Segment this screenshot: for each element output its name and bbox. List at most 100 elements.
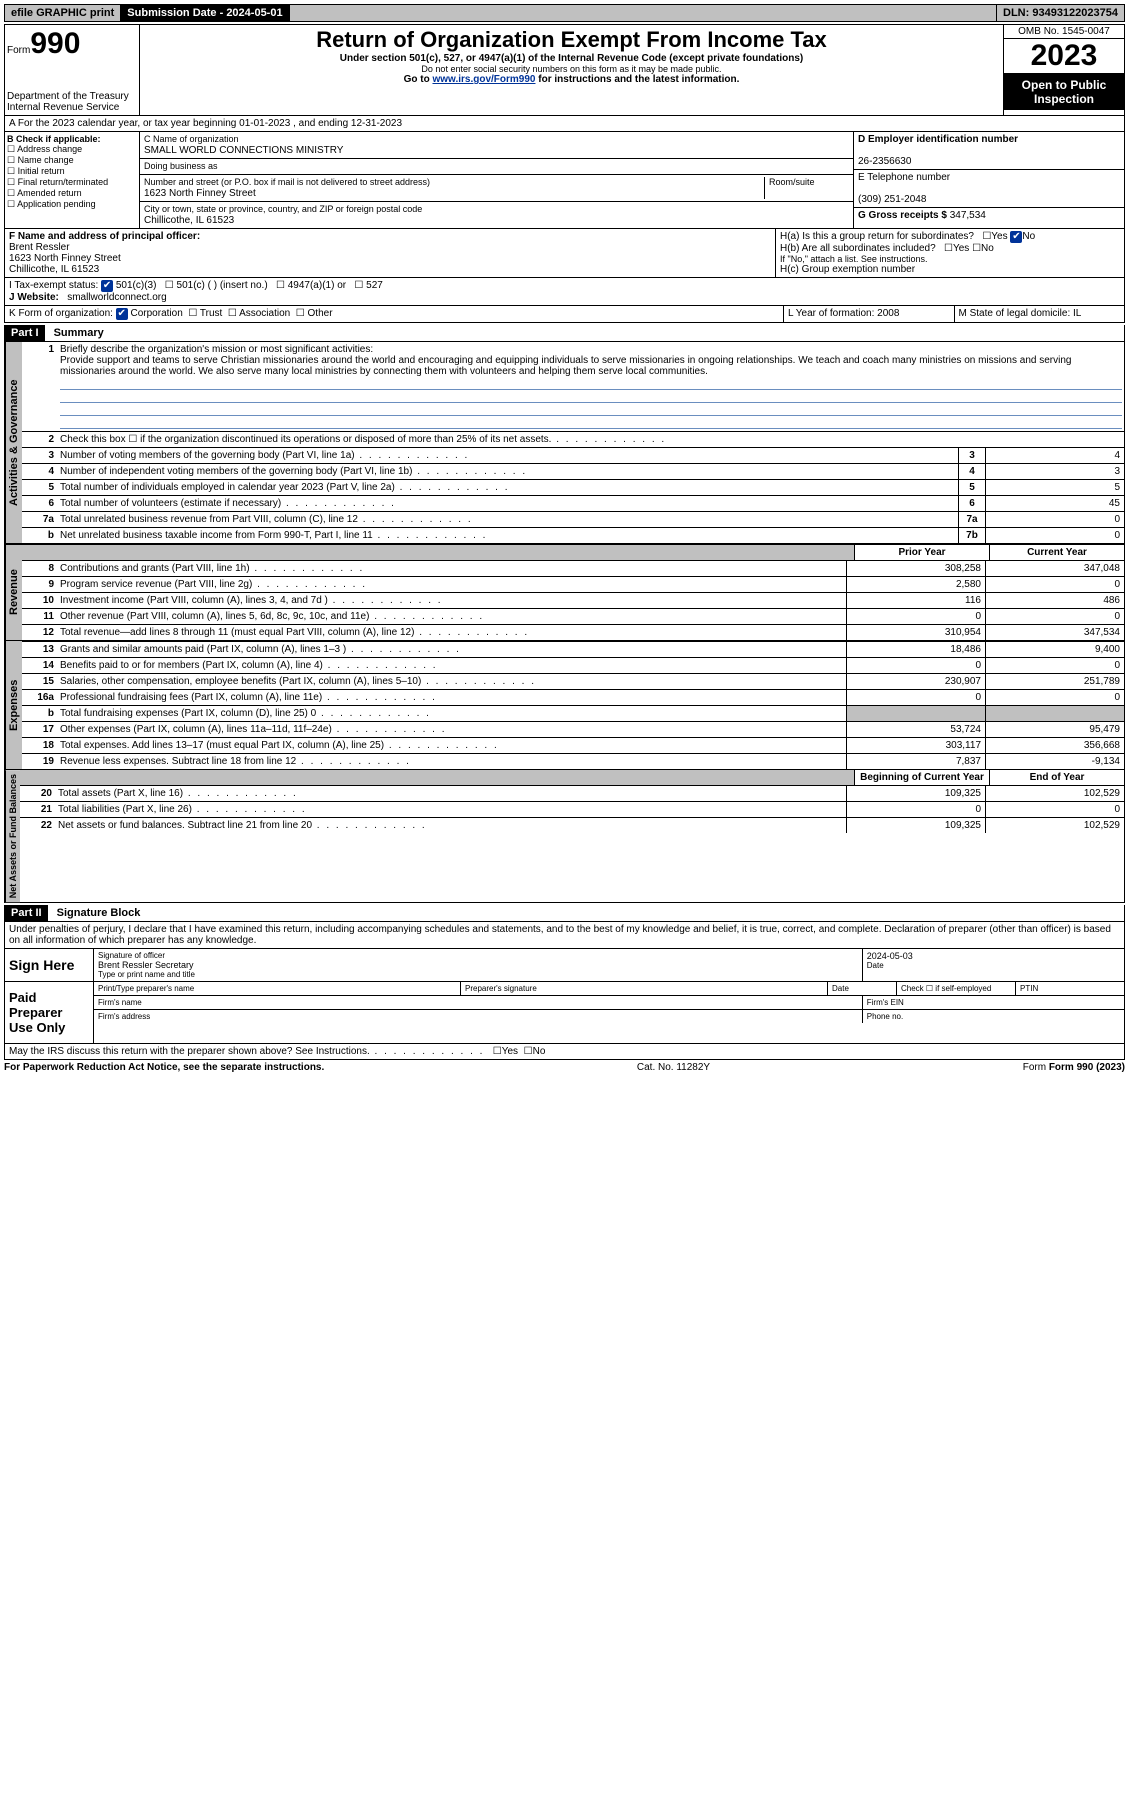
data-line: 14Benefits paid to or for members (Part … xyxy=(22,657,1124,673)
k-label: K Form of organization: xyxy=(9,308,113,319)
hdr-prior-year: Prior Year xyxy=(854,545,989,560)
submission-date: Submission Date - 2024-05-01 xyxy=(121,5,289,21)
street-address: 1623 North Finney Street xyxy=(144,188,256,199)
sig-officer-label: Signature of officer xyxy=(98,951,858,960)
paid-preparer-label: Paid Preparer Use Only xyxy=(5,982,94,1043)
gov-line: 7aTotal unrelated business revenue from … xyxy=(22,511,1124,527)
prep-date-label: Date xyxy=(832,984,892,993)
check-pending[interactable]: ☐ Application pending xyxy=(7,199,137,210)
part2-title: Signature Block xyxy=(51,905,147,921)
ein-value: 26-2356630 xyxy=(858,156,911,167)
k-corp-check: ✔ xyxy=(116,308,128,320)
sign-here-label: Sign Here xyxy=(5,949,94,981)
opt-501c3[interactable]: 501(c)(3) xyxy=(116,280,157,291)
firm-ein-label: Firm's EIN xyxy=(867,998,1120,1007)
data-line: 22Net assets or fund balances. Subtract … xyxy=(20,817,1124,833)
gov-line: 6Total number of volunteers (estimate if… xyxy=(22,495,1124,511)
bal-spacer xyxy=(20,770,854,785)
pra-notice: For Paperwork Reduction Act Notice, see … xyxy=(4,1062,324,1073)
data-line: 19Revenue less expenses. Subtract line 1… xyxy=(22,753,1124,769)
vtab-balances: Net Assets or Fund Balances xyxy=(5,770,20,902)
goto-post: for instructions and the latest informat… xyxy=(535,74,739,85)
sig-date-label: Date xyxy=(867,961,1120,970)
data-line: 16aProfessional fundraising fees (Part I… xyxy=(22,689,1124,705)
prep-ptin-label: PTIN xyxy=(1020,984,1120,993)
gross-value: 347,534 xyxy=(950,210,986,221)
check-final[interactable]: ☐ Final return/terminated xyxy=(7,177,137,188)
org-name: SMALL WORLD CONNECTIONS MINISTRY xyxy=(144,145,343,156)
sig-name-label: Type or print name and title xyxy=(98,970,858,979)
hdr-current-year: Current Year xyxy=(989,545,1124,560)
hc-label: H(c) Group exemption number xyxy=(780,264,1120,275)
form-label: Form xyxy=(7,45,30,56)
dept-treasury: Department of the Treasury xyxy=(7,91,137,102)
vtab-expenses: Expenses xyxy=(5,641,22,769)
officer-addr1: 1623 North Finney Street xyxy=(9,253,121,264)
gov-line: 2Check this box ☐ if the organization di… xyxy=(22,431,1124,447)
rev-spacer xyxy=(22,545,854,560)
form-subtitle: Under section 501(c), 527, or 4947(a)(1)… xyxy=(142,53,1001,64)
opt-4947[interactable]: 4947(a)(1) or xyxy=(288,280,346,291)
tel-label: E Telephone number xyxy=(858,172,950,183)
hb-label: H(b) Are all subordinates included? xyxy=(780,243,936,254)
hb-yes[interactable]: Yes xyxy=(953,243,969,254)
gov-line: 5Total number of individuals employed in… xyxy=(22,479,1124,495)
efile-label[interactable]: efile GRAPHIC print xyxy=(5,5,121,21)
prep-sig-label: Preparer's signature xyxy=(465,984,823,993)
opt-501c[interactable]: 501(c) ( ) (insert no.) xyxy=(177,280,268,291)
website-value[interactable]: smallworldconnect.org xyxy=(67,292,167,303)
topbar: efile GRAPHIC print Submission Date - 20… xyxy=(4,4,1125,22)
form-footer: Form 990 (2023) xyxy=(1049,1062,1125,1073)
data-line: bTotal fundraising expenses (Part IX, co… xyxy=(22,705,1124,721)
data-line: 11Other revenue (Part VIII, column (A), … xyxy=(22,608,1124,624)
irs-label: Internal Revenue Service xyxy=(7,102,137,113)
hdr-end: End of Year xyxy=(989,770,1124,785)
officer-name: Brent Ressler xyxy=(9,242,70,253)
discuss-text: May the IRS discuss this return with the… xyxy=(9,1046,484,1057)
check-name[interactable]: ☐ Name change xyxy=(7,155,137,166)
data-line: 12Total revenue—add lines 8 through 11 (… xyxy=(22,624,1124,640)
city-label: City or town, state or province, country… xyxy=(144,204,422,214)
j-label: J Website: xyxy=(9,292,59,303)
check-amended[interactable]: ☐ Amended return xyxy=(7,188,137,199)
cat-no: Cat. No. 11282Y xyxy=(637,1062,710,1073)
opt-527[interactable]: 527 xyxy=(366,280,383,291)
discuss-no[interactable]: No xyxy=(533,1046,546,1057)
check-initial[interactable]: ☐ Initial return xyxy=(7,166,137,177)
check-address[interactable]: ☐ Address change xyxy=(7,144,137,155)
row-a-tax-year: A For the 2023 calendar year, or tax yea… xyxy=(5,116,1124,132)
gov-line: 3Number of voting members of the governi… xyxy=(22,447,1124,463)
m-state: M State of legal domicile: IL xyxy=(954,306,1125,322)
c-name-label: C Name of organization xyxy=(144,134,239,144)
data-line: 18Total expenses. Add lines 13–17 (must … xyxy=(22,737,1124,753)
l-year: L Year of formation: 2008 xyxy=(784,306,954,322)
opt-corp[interactable]: Corporation xyxy=(131,308,183,319)
vtab-governance: Activities & Governance xyxy=(5,342,22,543)
officer-addr2: Chillicothe, IL 61523 xyxy=(9,264,99,275)
tel-value: (309) 251-2048 xyxy=(858,194,926,205)
h-note: If "No," attach a list. See instructions… xyxy=(780,254,1120,264)
ha-yes[interactable]: Yes xyxy=(991,231,1007,242)
perjury-text: Under penalties of perjury, I declare th… xyxy=(5,922,1124,949)
ha-no[interactable]: No xyxy=(1022,231,1035,242)
opt-trust[interactable]: Trust xyxy=(200,308,222,319)
city-state-zip: Chillicothe, IL 61523 xyxy=(144,215,234,226)
hb-no[interactable]: No xyxy=(981,243,994,254)
discuss-yes[interactable]: Yes xyxy=(502,1046,518,1057)
part1-title: Summary xyxy=(48,325,110,341)
i-label: I Tax-exempt status: xyxy=(9,280,98,291)
data-line: 9Program service revenue (Part VIII, lin… xyxy=(22,576,1124,592)
firm-phone-label: Phone no. xyxy=(867,1012,1120,1021)
form-number: 990 xyxy=(30,27,80,60)
goto-link[interactable]: www.irs.gov/Form990 xyxy=(432,74,535,85)
opt-assoc[interactable]: Association xyxy=(239,308,290,319)
gov-line: 4Number of independent voting members of… xyxy=(22,463,1124,479)
opt-other[interactable]: Other xyxy=(308,308,333,319)
omb-number: OMB No. 1545-0047 xyxy=(1004,25,1124,39)
goto-pre: Go to xyxy=(404,74,433,85)
data-line: 17Other expenses (Part IX, column (A), l… xyxy=(22,721,1124,737)
ein-label: D Employer identification number xyxy=(858,134,1018,145)
i-501c3-check: ✔ xyxy=(101,280,113,292)
prep-check-label[interactable]: Check ☐ if self-employed xyxy=(901,984,1011,993)
data-line: 21Total liabilities (Part X, line 26)00 xyxy=(20,801,1124,817)
